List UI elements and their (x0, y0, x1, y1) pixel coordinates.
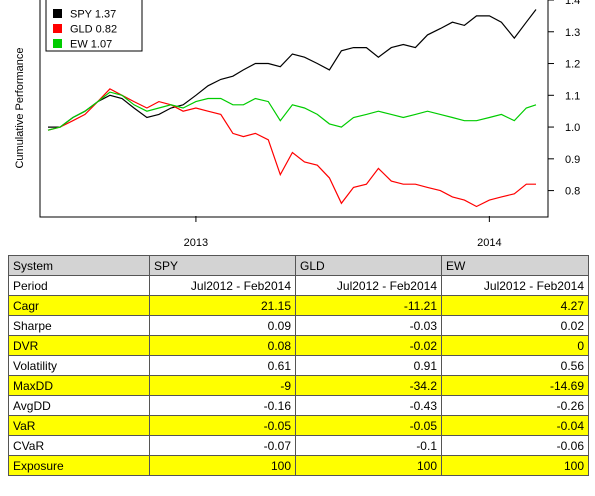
y-tick-label: 0.8 (565, 186, 580, 198)
row-label-cell: CVaR (8, 435, 150, 456)
value-cell: 100 (441, 455, 589, 476)
value-cell: -0.1 (295, 435, 442, 456)
table-row: AvgDD -0.16 -0.43 -0.26 (8, 395, 589, 416)
row-label-cell: MaxDD (8, 375, 150, 396)
row-label-cell: Volatility (8, 355, 150, 376)
value-cell: -0.06 (441, 435, 589, 456)
header-cell-system: System (8, 255, 150, 276)
value-cell: -0.05 (149, 415, 296, 436)
y-tick-label: 1.0 (565, 122, 580, 134)
value-cell: -0.43 (295, 395, 442, 416)
statistics-table: System SPY GLD EW Period Jul2012 - Feb201… (8, 255, 589, 476)
value-cell: 0.09 (149, 315, 296, 336)
y-tick-label: 1.4 (565, 0, 580, 7)
y-tick-label: 1.2 (565, 59, 580, 71)
value-cell: Jul2012 - Feb2014 (149, 275, 296, 296)
performance-chart: 0.8 0.9 1.0 1.1 1.2 1.3 1.4 2013 2014 Cumulativ… (14, 0, 580, 249)
value-cell: -0.16 (149, 395, 296, 416)
row-label-cell: VaR (8, 415, 150, 436)
row-label-cell: Sharpe (8, 315, 150, 336)
plot-frame (39, 0, 549, 218)
table-row: VaR -0.05 -0.05 -0.04 (8, 415, 589, 436)
y-tick-label: 0.9 (565, 154, 580, 166)
row-label-cell: Period (8, 275, 150, 296)
legend-swatch-spy (53, 9, 62, 18)
row-label-cell: Cagr (8, 295, 150, 316)
table-row: Volatility 0.61 0.91 0.56 (8, 355, 589, 376)
table-row: DVR 0.08 -0.02 0 (8, 335, 589, 356)
value-cell: -0.26 (441, 395, 589, 416)
value-cell: -0.07 (149, 435, 296, 456)
header-cell-ew: EW (441, 255, 589, 276)
value-cell: 0.08 (149, 335, 296, 356)
table-row: Sharpe 0.09 -0.03 0.02 (8, 315, 589, 336)
value-cell: -11.21 (295, 295, 442, 316)
value-cell: 0.02 (441, 315, 589, 336)
y-axis: 0.8 0.9 1.0 1.1 1.2 1.3 1.4 (548, 0, 580, 198)
y-tick-label: 1.1 (565, 90, 580, 102)
legend: SPY 1.37 GLD 0.82 EW 1.07 (45, 0, 143, 52)
value-cell: 100 (295, 455, 442, 476)
value-cell: -0.04 (441, 415, 589, 436)
y-axis-label: Cumulative Performance (14, 47, 26, 168)
legend-swatch-ew (53, 39, 62, 48)
series-line-spy (48, 9, 537, 128)
series-layer (47, 9, 537, 208)
table-row: Period Jul2012 - Feb2014 Jul2012 - Feb2014… (8, 275, 589, 296)
value-cell: 21.15 (149, 295, 296, 316)
header-cell-spy: SPY (149, 255, 296, 276)
value-cell: 100 (149, 455, 296, 476)
series-line-ew (47, 91, 537, 131)
value-cell: Jul2012 - Feb2014 (295, 275, 442, 296)
legend-swatch-gld (53, 24, 62, 33)
value-cell: 0.91 (295, 355, 442, 376)
value-cell: 0 (441, 335, 589, 356)
value-cell: -0.02 (295, 335, 442, 356)
header-cell-gld: GLD (295, 255, 442, 276)
value-cell: 0.61 (149, 355, 296, 376)
value-cell: -0.03 (295, 315, 442, 336)
legend-label-ew: EW 1.07 (70, 39, 112, 51)
x-tick-label: 2013 (184, 237, 208, 249)
value-cell: -34.2 (295, 375, 442, 396)
value-cell: Jul2012 - Feb2014 (441, 275, 589, 296)
legend-label-gld: GLD 0.82 (70, 24, 117, 36)
row-label-cell: DVR (8, 335, 150, 356)
row-label-cell: Exposure (8, 455, 150, 476)
table-row: CVaR -0.07 -0.1 -0.06 (8, 435, 589, 456)
value-cell: 0.56 (441, 355, 589, 376)
value-cell: -14.69 (441, 375, 589, 396)
row-label-cell: AvgDD (8, 395, 150, 416)
x-tick-label: 2014 (477, 237, 501, 249)
value-cell: 4.27 (441, 295, 589, 316)
table-row: Cagr 21.15 -11.21 4.27 (8, 295, 589, 316)
statistics-table-body: System SPY GLD EW Period Jul2012 - Feb201… (8, 255, 589, 476)
table-row: MaxDD -9 -34.2 -14.69 (8, 375, 589, 396)
table-row: Exposure 100 100 100 (8, 455, 589, 476)
y-tick-label: 1.3 (565, 27, 580, 39)
value-cell: -0.05 (295, 415, 442, 436)
table-header-row: System SPY GLD EW (8, 255, 589, 276)
series-line-gld (47, 88, 536, 208)
x-axis: 2013 2014 (184, 216, 502, 249)
legend-label-spy: SPY 1.37 (70, 9, 116, 21)
value-cell: -9 (149, 375, 296, 396)
